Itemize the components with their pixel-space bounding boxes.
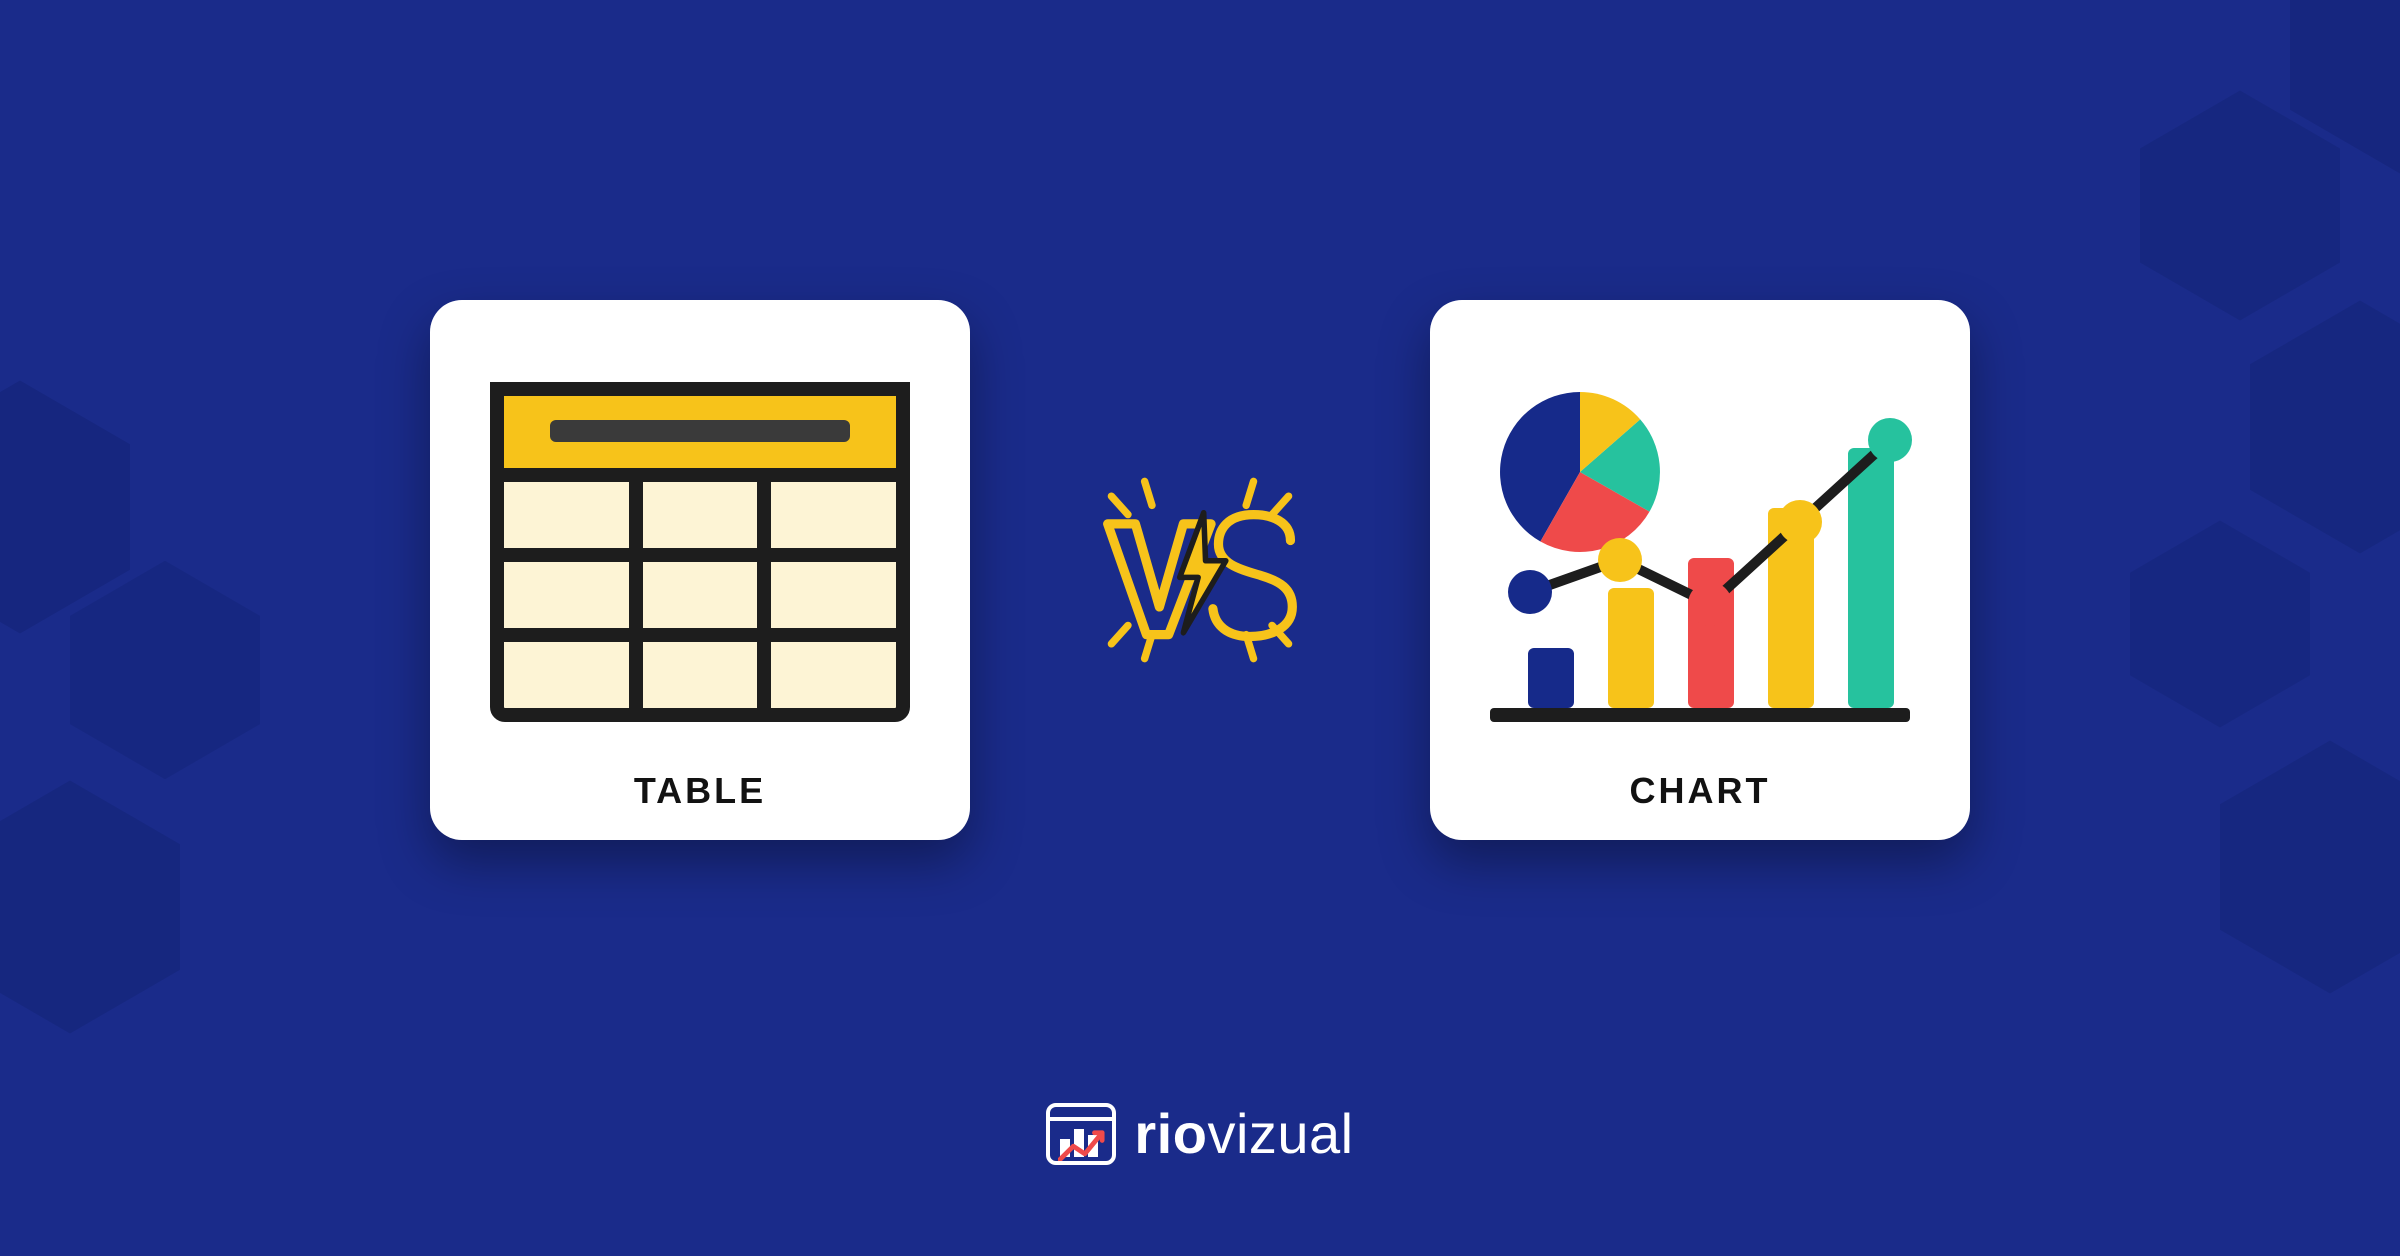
chart-card-label: CHART xyxy=(1630,760,1771,812)
vs-badge xyxy=(1080,468,1320,672)
brand-name-bold: rio xyxy=(1134,1102,1207,1165)
chart-icon xyxy=(1480,344,1920,760)
brand-name: riovizual xyxy=(1134,1101,1353,1166)
chart-card: CHART xyxy=(1430,300,1970,840)
comparison-row: TABLE xyxy=(0,300,2400,840)
table-card: TABLE xyxy=(430,300,970,840)
table-card-label: TABLE xyxy=(634,760,766,812)
brand-logo-icon xyxy=(1046,1103,1116,1165)
table-icon xyxy=(480,344,920,760)
brand-name-light: vizual xyxy=(1207,1102,1353,1165)
bg-hexagon xyxy=(2140,90,2340,321)
brand-logo: riovizual xyxy=(0,1101,2400,1166)
